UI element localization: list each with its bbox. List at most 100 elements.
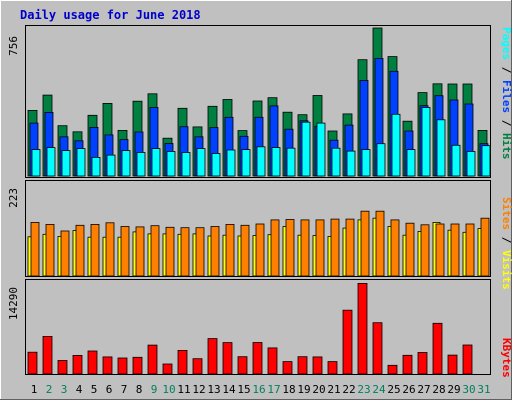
bar-pages-day-10 (166, 151, 176, 177)
bar-pages-day-25 (391, 113, 401, 177)
bar-sites-day-8 (135, 226, 145, 277)
ymax-label-kbytes: 14290 (7, 287, 20, 320)
x-tick-label-day-31: 31 (477, 383, 490, 396)
bar-sites-day-21 (330, 218, 340, 277)
bar-pages-day-9 (151, 148, 161, 177)
x-tick-label-day-8: 8 (136, 383, 143, 396)
bar-sites-day-17 (270, 219, 280, 277)
bar-kbytes-day-13 (207, 338, 218, 375)
bar-sites-day-27 (420, 224, 430, 277)
x-tick-label-day-6: 6 (106, 383, 113, 396)
bar-kbytes-day-18 (282, 361, 293, 375)
bar-pages-day-22 (346, 150, 356, 177)
bar-sites-day-25 (390, 219, 400, 277)
x-tick-label-day-13: 13 (207, 383, 220, 396)
bar-kbytes-day-28 (432, 322, 443, 375)
legend-kbytes: KBytes (500, 338, 512, 378)
bar-sites-day-20 (315, 219, 325, 277)
bar-pages-day-1 (31, 149, 41, 177)
bar-kbytes-day-19 (297, 356, 308, 375)
bar-pages-day-29 (451, 144, 461, 177)
x-tick-label-day-22: 22 (342, 383, 355, 396)
bar-pages-day-14 (226, 149, 236, 177)
bar-kbytes-day-4 (72, 354, 83, 375)
bar-kbytes-day-1 (27, 351, 38, 375)
x-tick-label-day-26: 26 (402, 383, 415, 396)
x-tick-label-day-17: 17 (267, 383, 280, 396)
bar-pages-day-8 (136, 152, 146, 177)
bar-pages-day-30 (466, 151, 476, 177)
bar-sites-day-10 (165, 226, 175, 277)
x-tick-label-day-20: 20 (312, 383, 325, 396)
bar-pages-day-24 (376, 143, 386, 177)
x-tick-label-day-10: 10 (162, 383, 175, 396)
x-tick-label-day-3: 3 (61, 383, 68, 396)
x-tick-label-day-7: 7 (121, 383, 128, 396)
bar-kbytes-day-29 (447, 354, 458, 375)
bar-kbytes-day-24 (372, 322, 383, 375)
bar-sites-day-3 (60, 230, 70, 277)
legend-sites-panel: Sites / Visits (500, 197, 512, 290)
bar-pages-day-23 (361, 149, 371, 177)
bar-pages-day-7 (121, 150, 131, 177)
x-tick-label-day-1: 1 (31, 383, 38, 396)
x-tick-label-day-23: 23 (357, 383, 370, 396)
legend-hits: Hits (500, 133, 512, 160)
bar-layer (27, 27, 491, 375)
bar-sites-day-13 (210, 226, 220, 277)
bar-sites-day-14 (225, 223, 235, 277)
legend-sites: Sites (500, 197, 512, 230)
bar-pages-day-13 (211, 153, 221, 177)
bar-kbytes-day-10 (162, 363, 173, 375)
x-tick-label-day-25: 25 (387, 383, 400, 396)
bar-sites-day-16 (255, 223, 265, 277)
bar-sites-day-9 (150, 225, 160, 277)
bar-kbytes-day-2 (42, 335, 53, 375)
bar-kbytes-day-23 (357, 282, 368, 375)
x-tick-label-day-30: 30 (462, 383, 475, 396)
bar-sites-day-30 (465, 223, 475, 277)
bar-pages-day-20 (316, 122, 326, 177)
bar-sites-day-19 (300, 219, 310, 277)
bar-pages-day-5 (91, 156, 101, 177)
x-tick-label-day-24: 24 (372, 383, 386, 396)
x-tick-label-day-18: 18 (282, 383, 295, 396)
bar-pages-day-11 (181, 152, 191, 177)
bar-kbytes-day-5 (87, 350, 98, 375)
bar-kbytes-day-8 (132, 356, 143, 375)
legend-files: Files (500, 80, 512, 113)
x-axis-labels: 1 2 3 4 5 6 7 8 9 10 11 12 13 14 15 16 17 18 19 20 21 22 23 24 2… (31, 383, 491, 396)
bar-kbytes-day-25 (387, 364, 398, 375)
bar-pages-day-19 (301, 121, 311, 177)
bar-sites-day-23 (360, 210, 370, 277)
x-tick-label-day-14: 14 (222, 383, 236, 396)
x-tick-label-day-5: 5 (91, 383, 98, 396)
legend-pages: Pages (500, 27, 512, 60)
bar-kbytes-day-21 (327, 361, 338, 375)
bar-sites-day-22 (345, 218, 355, 277)
bar-kbytes-day-26 (402, 354, 413, 375)
bar-kbytes-day-11 (177, 349, 188, 375)
chart-title: Daily usage for June 2018 (20, 8, 201, 22)
bar-pages-day-17 (271, 147, 281, 177)
bar-pages-day-16 (256, 146, 266, 177)
bar-sites-day-5 (90, 223, 100, 277)
bar-kbytes-day-16 (252, 342, 263, 375)
bar-sites-day-28 (435, 223, 445, 277)
x-tick-label-day-2: 2 (46, 383, 53, 396)
bar-sites-day-26 (405, 222, 415, 277)
x-tick-label-day-9: 9 (151, 383, 158, 396)
bar-kbytes-day-14 (222, 342, 233, 375)
bar-sites-day-12 (195, 227, 205, 277)
x-tick-label-day-21: 21 (327, 383, 340, 396)
x-tick-label-day-19: 19 (297, 383, 310, 396)
ymax-label-hits: 756 (7, 36, 20, 56)
bar-kbytes-day-20 (312, 356, 323, 375)
x-tick-label-day-27: 27 (417, 383, 430, 396)
bar-sites-day-4 (75, 224, 85, 277)
bar-pages-day-4 (76, 148, 86, 177)
bar-sites-day-24 (375, 210, 385, 277)
x-tick-label-day-29: 29 (447, 383, 460, 396)
